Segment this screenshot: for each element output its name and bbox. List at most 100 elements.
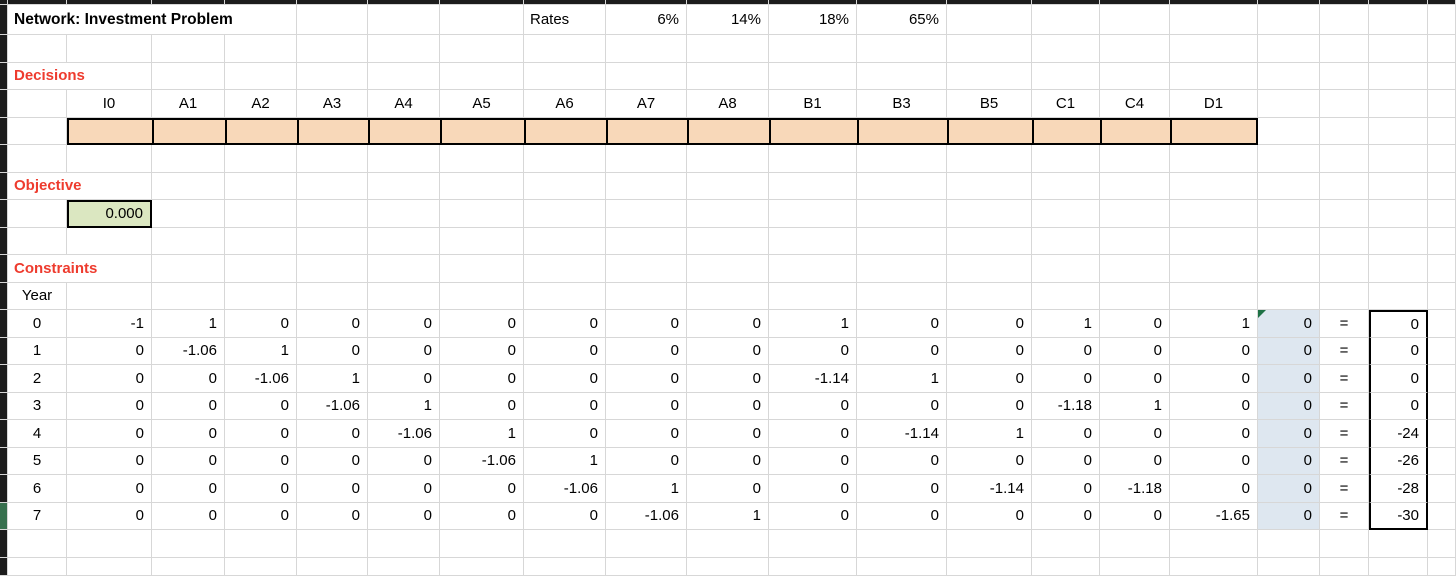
coeff-cell-5-A7[interactable]: 0 xyxy=(606,447,687,475)
coeff-cell-0-B1[interactable]: 1 xyxy=(769,310,857,338)
decision-input-A5[interactable] xyxy=(440,117,524,145)
coeff-cell-1-B1[interactable]: 0 xyxy=(769,337,857,365)
coeff-cell-5-I0[interactable]: 0 xyxy=(67,447,152,475)
rhs-cell-6[interactable]: -28 xyxy=(1369,475,1428,503)
coeff-cell-7-C4[interactable]: 0 xyxy=(1100,502,1170,530)
coeff-cell-6-A4[interactable]: 0 xyxy=(368,475,440,503)
decision-input-A2[interactable] xyxy=(225,117,297,145)
rhs-cell-5[interactable]: -26 xyxy=(1369,447,1428,475)
coeff-cell-0-A2[interactable]: 0 xyxy=(225,310,297,338)
lhs-total-cell-4[interactable]: 0 xyxy=(1258,420,1320,448)
coeff-cell-4-B1[interactable]: 0 xyxy=(769,420,857,448)
coeff-cell-3-D1[interactable]: 0 xyxy=(1170,392,1258,420)
coeff-cell-4-C1[interactable]: 0 xyxy=(1032,420,1100,448)
decision-input-A8[interactable] xyxy=(687,117,769,145)
decision-input-B5[interactable] xyxy=(947,117,1032,145)
coeff-cell-1-B3[interactable]: 0 xyxy=(857,337,947,365)
rhs-cell-2[interactable]: 0 xyxy=(1369,365,1428,393)
coeff-cell-5-A3[interactable]: 0 xyxy=(297,447,368,475)
rhs-cell-7[interactable]: -30 xyxy=(1369,502,1428,530)
coeff-cell-1-A7[interactable]: 0 xyxy=(606,337,687,365)
coeff-cell-0-C4[interactable]: 0 xyxy=(1100,310,1170,338)
coeff-cell-3-B1[interactable]: 0 xyxy=(769,392,857,420)
coeff-cell-2-A4[interactable]: 0 xyxy=(368,365,440,393)
coeff-cell-1-A6[interactable]: 0 xyxy=(524,337,606,365)
coeff-cell-5-A8[interactable]: 0 xyxy=(687,447,769,475)
rate-value-2[interactable]: 18% xyxy=(769,5,857,35)
coeff-cell-6-B3[interactable]: 0 xyxy=(857,475,947,503)
coeff-cell-6-A7[interactable]: 1 xyxy=(606,475,687,503)
coeff-cell-4-A5[interactable]: 1 xyxy=(440,420,524,448)
coeff-cell-3-A1[interactable]: 0 xyxy=(152,392,225,420)
coeff-cell-3-A2[interactable]: 0 xyxy=(225,392,297,420)
coeff-cell-6-B1[interactable]: 0 xyxy=(769,475,857,503)
decision-input-I0[interactable] xyxy=(67,117,152,145)
coeff-cell-0-I0[interactable]: -1 xyxy=(67,310,152,338)
coeff-cell-0-A6[interactable]: 0 xyxy=(524,310,606,338)
coeff-cell-4-C4[interactable]: 0 xyxy=(1100,420,1170,448)
coeff-cell-4-A1[interactable]: 0 xyxy=(152,420,225,448)
coeff-cell-6-C1[interactable]: 0 xyxy=(1032,475,1100,503)
coeff-cell-2-B3[interactable]: 1 xyxy=(857,365,947,393)
lhs-total-cell-1[interactable]: 0 xyxy=(1258,337,1320,365)
coeff-cell-2-A6[interactable]: 0 xyxy=(524,365,606,393)
coeff-cell-3-C4[interactable]: 1 xyxy=(1100,392,1170,420)
coeff-cell-4-D1[interactable]: 0 xyxy=(1170,420,1258,448)
coeff-cell-4-B3[interactable]: -1.14 xyxy=(857,420,947,448)
decision-input-D1[interactable] xyxy=(1170,117,1258,145)
lhs-total-cell-7[interactable]: 0 xyxy=(1258,502,1320,530)
coeff-cell-3-C1[interactable]: -1.18 xyxy=(1032,392,1100,420)
coeff-cell-7-B5[interactable]: 0 xyxy=(947,502,1032,530)
coeff-cell-2-B5[interactable]: 0 xyxy=(947,365,1032,393)
coeff-cell-6-A1[interactable]: 0 xyxy=(152,475,225,503)
coeff-cell-4-A4[interactable]: -1.06 xyxy=(368,420,440,448)
coeff-cell-0-A1[interactable]: 1 xyxy=(152,310,225,338)
coeff-cell-1-C1[interactable]: 0 xyxy=(1032,337,1100,365)
objective-value-cell[interactable]: 0.000 xyxy=(67,200,152,228)
coeff-cell-5-B3[interactable]: 0 xyxy=(857,447,947,475)
coeff-cell-6-I0[interactable]: 0 xyxy=(67,475,152,503)
coeff-cell-0-A4[interactable]: 0 xyxy=(368,310,440,338)
coeff-cell-5-D1[interactable]: 0 xyxy=(1170,447,1258,475)
coeff-cell-2-B1[interactable]: -1.14 xyxy=(769,365,857,393)
coeff-cell-2-C1[interactable]: 0 xyxy=(1032,365,1100,393)
decision-input-C4[interactable] xyxy=(1100,117,1170,145)
coeff-cell-6-B5[interactable]: -1.14 xyxy=(947,475,1032,503)
decision-input-A1[interactable] xyxy=(152,117,225,145)
coeff-cell-5-A6[interactable]: 1 xyxy=(524,447,606,475)
coeff-cell-1-A8[interactable]: 0 xyxy=(687,337,769,365)
coeff-cell-4-A7[interactable]: 0 xyxy=(606,420,687,448)
coeff-cell-6-D1[interactable]: 0 xyxy=(1170,475,1258,503)
coeff-cell-5-B5[interactable]: 0 xyxy=(947,447,1032,475)
coeff-cell-3-B3[interactable]: 0 xyxy=(857,392,947,420)
decision-input-A7[interactable] xyxy=(606,117,687,145)
coeff-cell-4-I0[interactable]: 0 xyxy=(67,420,152,448)
lhs-total-cell-0[interactable]: 0 xyxy=(1258,310,1320,338)
coeff-cell-3-B5[interactable]: 0 xyxy=(947,392,1032,420)
coeff-cell-5-A5[interactable]: -1.06 xyxy=(440,447,524,475)
coeff-cell-2-A5[interactable]: 0 xyxy=(440,365,524,393)
coeff-cell-0-B3[interactable]: 0 xyxy=(857,310,947,338)
decision-input-C1[interactable] xyxy=(1032,117,1100,145)
coeff-cell-7-I0[interactable]: 0 xyxy=(67,502,152,530)
coeff-cell-4-A8[interactable]: 0 xyxy=(687,420,769,448)
coeff-cell-1-C4[interactable]: 0 xyxy=(1100,337,1170,365)
coeff-cell-5-A1[interactable]: 0 xyxy=(152,447,225,475)
rhs-cell-0[interactable]: 0 xyxy=(1369,310,1428,338)
coeff-cell-7-A2[interactable]: 0 xyxy=(225,502,297,530)
coeff-cell-6-A3[interactable]: 0 xyxy=(297,475,368,503)
rate-value-0[interactable]: 6% xyxy=(606,5,687,35)
coeff-cell-0-A7[interactable]: 0 xyxy=(606,310,687,338)
coeff-cell-7-A5[interactable]: 0 xyxy=(440,502,524,530)
coeff-cell-7-A6[interactable]: 0 xyxy=(524,502,606,530)
lhs-total-cell-2[interactable]: 0 xyxy=(1258,365,1320,393)
coeff-cell-2-A3[interactable]: 1 xyxy=(297,365,368,393)
coeff-cell-0-A5[interactable]: 0 xyxy=(440,310,524,338)
coeff-cell-1-I0[interactable]: 0 xyxy=(67,337,152,365)
coeff-cell-3-A6[interactable]: 0 xyxy=(524,392,606,420)
lhs-total-cell-6[interactable]: 0 xyxy=(1258,475,1320,503)
coeff-cell-4-A3[interactable]: 0 xyxy=(297,420,368,448)
coeff-cell-3-A7[interactable]: 0 xyxy=(606,392,687,420)
coeff-cell-1-B5[interactable]: 0 xyxy=(947,337,1032,365)
coeff-cell-2-A8[interactable]: 0 xyxy=(687,365,769,393)
